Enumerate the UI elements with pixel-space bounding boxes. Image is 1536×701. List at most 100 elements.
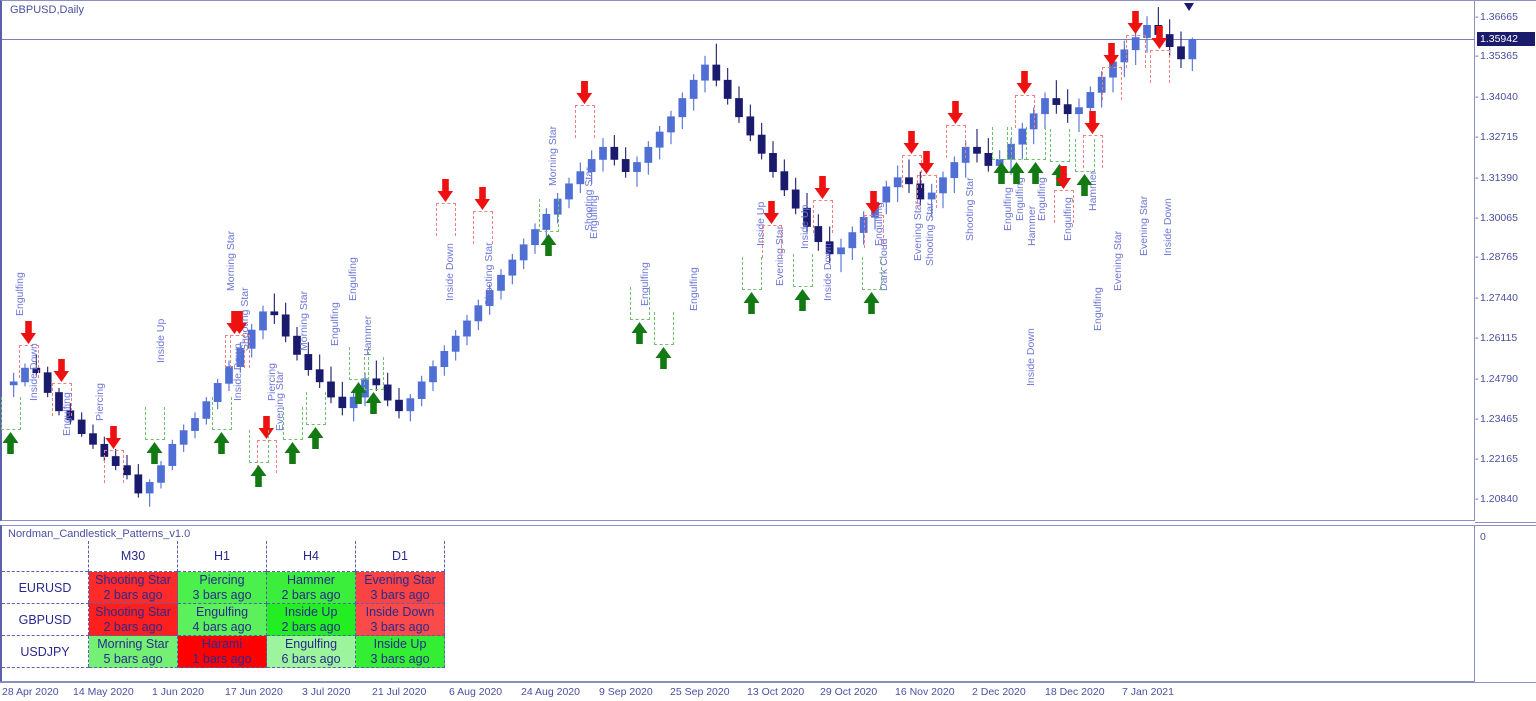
time-tick: 29 Oct 2020 xyxy=(820,686,878,698)
signal-pattern: Inside Down xyxy=(365,605,435,620)
pattern-label: Evening Star xyxy=(1112,230,1124,291)
time-tick: 25 Sep 2020 xyxy=(670,686,730,698)
signal-age: 6 bars ago xyxy=(281,651,341,666)
pattern-label: Piercing xyxy=(94,383,106,421)
pattern-bracket xyxy=(212,397,232,430)
pattern-bracket xyxy=(230,335,250,368)
pattern-label: Engulfing xyxy=(14,272,26,316)
indicator-axis: 0 xyxy=(1475,525,1536,683)
signal-age: 3 bars ago xyxy=(370,587,430,602)
pattern-bracket xyxy=(436,203,456,236)
pattern-label: Inside Down xyxy=(1162,198,1174,256)
signal-cell: Hammer 2 bars ago xyxy=(266,571,356,604)
pattern-label: Shooting Star xyxy=(964,177,976,241)
pattern-bracket xyxy=(1054,190,1074,223)
pattern-bracket xyxy=(1007,127,1027,160)
pattern-bracket xyxy=(992,127,1012,160)
pattern-bracket xyxy=(1075,139,1095,172)
table-header-row: M30 H1 H4 D1 xyxy=(2,541,445,572)
pattern-bracket xyxy=(793,254,813,287)
pattern-bracket xyxy=(104,450,124,483)
signal-age: 2 bars ago xyxy=(281,619,341,634)
pattern-bracket xyxy=(1083,135,1103,168)
symbol-header-eurusd: EURUSD xyxy=(2,571,89,604)
pattern-label: Engulfing xyxy=(329,302,341,346)
price-tick: -1.36665 xyxy=(1475,10,1518,23)
signal-cell: Morning Star 5 bars ago xyxy=(88,635,178,668)
pattern-label: Evening Star xyxy=(912,200,924,261)
pattern-bracket xyxy=(473,211,493,244)
signal-pattern: Harami xyxy=(201,637,243,652)
pattern-bracket xyxy=(1015,95,1035,128)
time-tick: 24 Aug 2020 xyxy=(521,686,580,698)
table-row: EURUSD Shooting Star 2 bars ago Piercing 3 b… xyxy=(2,571,445,604)
signal-pattern: Piercing xyxy=(199,573,245,588)
signal-cell: Harami 1 bars ago xyxy=(177,635,267,668)
signal-pattern: Inside Up xyxy=(373,637,427,652)
signal-pattern: Inside Up xyxy=(284,605,338,620)
price-tick: -1.24790 xyxy=(1475,372,1518,385)
signal-age: 1 bars ago xyxy=(192,651,252,666)
time-tick: 1 Jun 2020 xyxy=(152,686,204,698)
signal-cell: Piercing 3 bars ago xyxy=(177,571,267,604)
symbol-header-usdjpy: USDJPY xyxy=(2,635,89,668)
signal-cell: Engulfing 6 bars ago xyxy=(266,635,356,668)
time-tick: 17 Jun 2020 xyxy=(225,686,283,698)
pattern-bracket xyxy=(306,392,326,425)
time-tick: 14 May 2020 xyxy=(73,686,134,698)
pattern-label: Engulfing xyxy=(347,257,359,301)
signal-pattern: Engulfing xyxy=(195,605,249,620)
chart-symbol-label: GBPUSD,Daily xyxy=(10,4,84,16)
price-tick: -1.31390 xyxy=(1475,171,1518,184)
signal-cell: Shooting Star 2 bars ago xyxy=(88,603,178,636)
signal-age: 2 bars ago xyxy=(103,587,163,602)
signal-age: 3 bars ago xyxy=(192,587,252,602)
signal-cell: Shooting Star 2 bars ago xyxy=(88,571,178,604)
pattern-label: Morning Star xyxy=(298,290,310,351)
current-price-line xyxy=(2,39,1477,41)
signal-age: 3 bars ago xyxy=(370,619,430,634)
timeframe-header-m30: M30 xyxy=(88,541,178,572)
pattern-bracket xyxy=(283,407,303,440)
time-tick: 16 Nov 2020 xyxy=(895,686,955,698)
pattern-label: Inside Down xyxy=(1025,328,1037,386)
pattern-bracket xyxy=(349,347,369,380)
candlestick-signal-table: M30 H1 H4 D1 EURUSD Shooting Star 2 bars ago Pi… xyxy=(2,541,445,668)
pattern-bracket xyxy=(1,397,21,430)
pattern-label: Inside Down xyxy=(232,343,244,401)
pattern-label: Engulfing xyxy=(588,195,600,239)
signal-pattern: Shooting Star xyxy=(95,605,171,620)
pattern-bracket xyxy=(762,225,782,258)
time-tick: 18 Dec 2020 xyxy=(1045,686,1105,698)
signal-cell: Engulfing 4 bars ago xyxy=(177,603,267,636)
signal-cell: Inside Up 2 bars ago xyxy=(266,603,356,636)
price-tick: -1.23465 xyxy=(1475,412,1518,425)
pattern-label: Hammer xyxy=(362,315,374,356)
pattern-bracket xyxy=(1026,127,1046,160)
pattern-label: Engulfing xyxy=(1092,287,1104,331)
timeframe-header-h4: H4 xyxy=(266,541,356,572)
pattern-label: Inside Down xyxy=(444,243,456,301)
pattern-label: Inside Down xyxy=(822,243,834,301)
time-tick: 28 Apr 2020 xyxy=(2,686,59,698)
pattern-bracket xyxy=(539,199,559,232)
price-tick: -1.22165 xyxy=(1475,452,1518,465)
pattern-bracket xyxy=(902,155,922,188)
price-tick: -1.32715 xyxy=(1475,131,1518,144)
signal-age: 2 bars ago xyxy=(103,619,163,634)
pattern-bracket xyxy=(1102,67,1122,100)
signal-pattern: Evening Star xyxy=(364,573,436,588)
price-tick: -1.34040 xyxy=(1475,90,1518,103)
time-axis[interactable]: 28 Apr 2020 14 May 2020 1 Jun 2020 17 Jun 2… xyxy=(0,682,1536,701)
price-axis[interactable]: -1.36665 -1.35365 -1.34040 -1.32715 -1.31390… xyxy=(1475,0,1536,523)
signal-age: 3 bars ago xyxy=(370,651,430,666)
pattern-bracket xyxy=(946,125,966,158)
signal-cell: Evening Star 3 bars ago xyxy=(355,571,445,604)
price-tick: -1.28765 xyxy=(1475,251,1518,264)
signal-pattern: Hammer xyxy=(287,573,335,588)
signal-pattern: Engulfing xyxy=(284,637,338,652)
signal-age: 5 bars ago xyxy=(103,651,163,666)
pattern-bracket xyxy=(864,215,884,248)
price-chart-pane[interactable]: GBPUSD,Daily Engulfing Inside Down Piercin… xyxy=(0,0,1477,521)
